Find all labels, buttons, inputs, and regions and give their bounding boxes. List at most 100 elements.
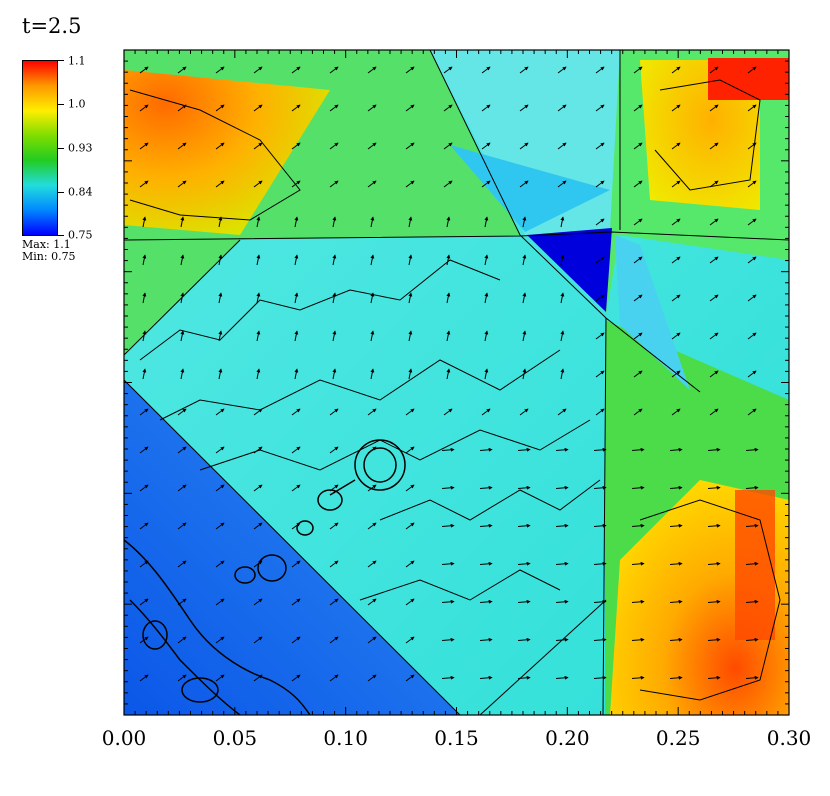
velocity-arrow xyxy=(142,368,147,380)
density-field xyxy=(124,50,789,715)
velocity-arrow xyxy=(484,254,489,266)
velocity-arrow xyxy=(479,561,493,566)
velocity-arrow xyxy=(709,104,719,112)
velocity-arrow xyxy=(329,66,339,74)
velocity-arrow xyxy=(294,368,299,380)
velocity-arrow xyxy=(329,522,339,530)
velocity-arrow xyxy=(177,522,187,530)
velocity-arrow xyxy=(631,637,645,642)
velocity-arrow xyxy=(631,523,645,528)
velocity-arrow xyxy=(215,674,225,682)
velocity-arrow xyxy=(329,408,339,416)
velocity-arrow xyxy=(671,218,681,226)
velocity-arrow xyxy=(177,408,187,416)
velocity-arrow xyxy=(294,292,299,304)
colorbar-tick xyxy=(58,148,64,149)
velocity-arrow xyxy=(595,218,605,226)
velocity-arrow xyxy=(517,637,531,642)
velocity-arrow xyxy=(517,675,531,680)
colorbar-label: 0.75 xyxy=(68,228,93,242)
velocity-arrow xyxy=(747,66,757,74)
velocity-arrow xyxy=(405,446,415,454)
velocity-arrow xyxy=(557,408,567,416)
velocity-arrow xyxy=(517,485,531,490)
velocity-arrow xyxy=(595,142,605,150)
velocity-arrow xyxy=(481,180,491,188)
velocity-arrow xyxy=(139,560,149,568)
velocity-arrow xyxy=(142,254,147,266)
velocity-arrow xyxy=(707,523,721,528)
x-tick-label: 0.25 xyxy=(656,726,701,750)
velocity-arrow xyxy=(329,598,339,606)
velocity-arrow xyxy=(139,180,149,188)
velocity-arrow xyxy=(631,447,645,452)
velocity-arrow xyxy=(747,256,757,264)
velocity-arrow xyxy=(747,180,757,188)
velocity-arrow xyxy=(139,598,149,606)
velocity-arrow xyxy=(218,216,223,228)
colorbar: 1.1 1.0 0.93 0.84 0.75 Max: 1.1 Min: 0.7… xyxy=(22,55,112,280)
velocity-arrow xyxy=(291,446,301,454)
velocity-arrow xyxy=(367,180,377,188)
velocity-arrow xyxy=(367,408,377,416)
velocity-arrow xyxy=(484,330,489,342)
velocity-arrow xyxy=(481,104,491,112)
velocity-arrow xyxy=(593,447,607,452)
velocity-arrow xyxy=(479,485,493,490)
velocity-arrow xyxy=(522,330,527,342)
velocity-arrow xyxy=(557,66,567,74)
velocity-arrow xyxy=(595,104,605,112)
velocity-arrow xyxy=(595,332,605,340)
velocity-arrow xyxy=(593,637,607,642)
velocity-arrow xyxy=(408,368,413,380)
velocity-arrow xyxy=(631,561,645,566)
velocity-arrow xyxy=(329,636,339,644)
velocity-arrow xyxy=(291,408,301,416)
velocity-arrow xyxy=(479,447,493,452)
velocity-arrow xyxy=(747,142,757,150)
colorbar-label: 0.84 xyxy=(68,185,93,199)
velocity-arrow xyxy=(522,368,527,380)
velocity-arrow xyxy=(177,66,187,74)
colorbar-gradient xyxy=(22,60,58,236)
velocity-arrow xyxy=(139,674,149,682)
velocity-arrow xyxy=(519,408,529,416)
velocity-arrow xyxy=(446,292,451,304)
velocity-arrow xyxy=(669,485,683,490)
velocity-arrow xyxy=(177,446,187,454)
velocity-arrow xyxy=(595,256,605,264)
velocity-arrow xyxy=(329,674,339,682)
velocity-arrow xyxy=(517,523,531,528)
velocity-arrow xyxy=(370,292,375,304)
velocity-arrow xyxy=(139,408,149,416)
velocity-arrow xyxy=(595,294,605,302)
velocity-arrow xyxy=(747,218,757,226)
velocity-arrow xyxy=(332,330,337,342)
velocity-arrow xyxy=(709,408,719,416)
velocity-arrow xyxy=(709,66,719,74)
axis-ticks xyxy=(123,49,790,716)
velocity-arrow xyxy=(707,599,721,604)
velocity-arrow xyxy=(479,599,493,604)
velocity-arrow xyxy=(595,370,605,378)
velocity-arrow xyxy=(519,104,529,112)
velocity-arrow xyxy=(405,180,415,188)
x-tick-label: 0.10 xyxy=(323,726,368,750)
velocity-arrow xyxy=(443,408,453,416)
velocity-arrow xyxy=(671,294,681,302)
x-tick-label: 0.15 xyxy=(434,726,479,750)
velocity-arrow xyxy=(139,522,149,530)
velocity-arrow xyxy=(180,330,185,342)
velocity-arrow xyxy=(177,142,187,150)
velocity-arrow xyxy=(593,675,607,680)
velocity-arrow xyxy=(633,370,643,378)
velocity-arrow xyxy=(218,368,223,380)
velocity-arrow xyxy=(291,522,301,530)
velocity-arrow xyxy=(522,216,527,228)
velocity-arrow xyxy=(593,523,607,528)
velocity-arrow xyxy=(443,180,453,188)
velocity-arrow xyxy=(709,142,719,150)
velocity-arrow xyxy=(555,599,569,604)
velocity-arrow xyxy=(479,523,493,528)
colorbar-tick xyxy=(58,235,64,236)
